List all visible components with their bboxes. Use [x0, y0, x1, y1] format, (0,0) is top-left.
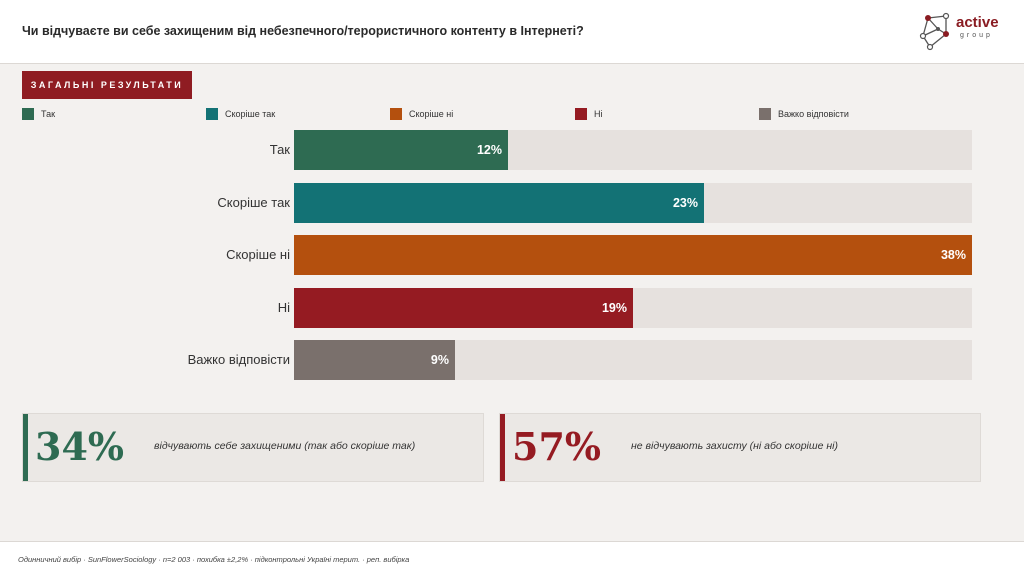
legend-item: Ні	[575, 108, 603, 120]
stat-card-not-protected: 57% не відчувають захисту (ні або скоріш…	[499, 413, 981, 482]
bar: 19%	[294, 287, 633, 328]
legend-label: Так	[41, 109, 56, 119]
legend-item: Скоріше ні	[390, 108, 453, 120]
legend-item: Важко відповісти	[759, 108, 849, 120]
category-label: Важко відповісти	[187, 352, 290, 367]
bar-value-label: 38%	[940, 248, 966, 262]
bar-value-label: 19%	[601, 300, 627, 315]
bar: 12%	[294, 130, 508, 170]
footer: Одинничний вибір · SunFlowerSociology · …	[0, 541, 1024, 577]
legend-swatch	[759, 108, 771, 120]
network-logo-icon	[919, 12, 950, 51]
bar-track: 9%	[294, 340, 972, 380]
logo: active group	[916, 10, 1006, 54]
legend-swatch	[575, 108, 587, 120]
stat-accent	[500, 414, 505, 481]
legend-swatch	[206, 108, 218, 120]
header: Чи відчуваєте ви себе захищеним від небе…	[0, 0, 1024, 64]
legend-label: Скоріше так	[225, 109, 276, 119]
stat-accent	[23, 414, 28, 481]
legend-swatch	[22, 108, 34, 120]
legend-label: Скоріше ні	[409, 109, 454, 119]
stat-number: 34%	[35, 424, 124, 469]
bar-track: 12%	[294, 130, 972, 170]
category-label: Скоріше ні	[226, 247, 290, 262]
bar-track: 23%	[294, 182, 972, 223]
legend-item: Скоріше так	[206, 108, 275, 120]
bar: 9%	[294, 340, 455, 380]
legend-label: Важко відповісти	[778, 109, 849, 119]
legend-label: Ні	[594, 109, 603, 119]
category-label: Ні	[277, 299, 290, 315]
stat-text: відчувають себе захищеними (так або скор…	[154, 440, 416, 452]
bar: 38%	[294, 235, 972, 275]
bar-value-label: 23%	[672, 195, 698, 210]
bar-value-label: 9%	[430, 353, 449, 367]
legend-item: Так	[22, 108, 55, 120]
footer-note: Одинничний вибір · SunFlowerSociology · …	[18, 555, 410, 564]
category-label: Так	[269, 142, 290, 157]
stat-card-protected: 34% відчувають себе захищеними (так або …	[22, 413, 484, 482]
stat-text: не відчувають захисту (ні або скоріше ні…	[631, 440, 838, 452]
section-badge: ЗАГАЛЬНІ РЕЗУЛЬТАТИ	[22, 71, 192, 99]
logo-word: active	[956, 14, 999, 31]
category-label: Скоріше так	[217, 194, 290, 210]
legend-swatch	[390, 108, 402, 120]
bar: 23%	[294, 182, 704, 223]
logo-subword: group	[960, 32, 993, 39]
bar-track: 19%	[294, 287, 972, 328]
stat-number: 57%	[512, 424, 601, 469]
bar-value-label: 12%	[476, 143, 502, 157]
page-title: Чи відчуваєте ви себе захищеним від небе…	[22, 24, 584, 38]
bar-track: 38%	[294, 235, 972, 275]
